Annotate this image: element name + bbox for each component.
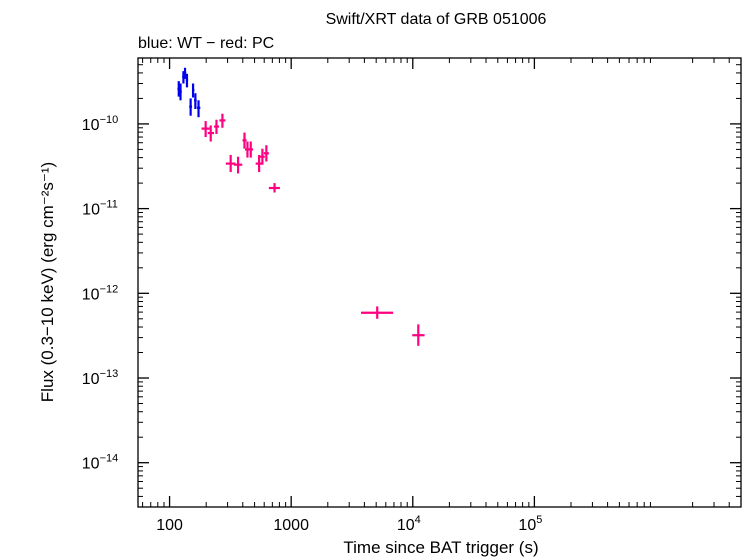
data-point-wt [185,73,189,88]
data-point-pc [360,306,394,319]
x-tick-label: 1000 [273,517,309,534]
data-point-pc [412,324,425,346]
y-tick-label: 10−13 [82,368,118,388]
x-axis-label: Time since BAT trigger (s) [343,538,538,557]
data-point-wt [196,100,201,118]
data-point-pc [214,119,220,135]
data-point-wt [191,83,195,98]
plot-frame [137,57,742,508]
data-point-pc [207,125,215,142]
chart-subtitle: blue: WT − red: PC [138,35,274,52]
data-point-pc [268,183,280,193]
data-point-pc [263,145,269,162]
y-axis-label: Flux (0.3−10 keV) (erg cm⁻²s⁻¹) [38,162,57,402]
data-point-pc [242,132,247,149]
x-tick-label: 105 [518,514,542,534]
data-point-pc [219,113,226,128]
data-point-wt [179,83,182,101]
data-point-pc [225,154,236,173]
axes: 100 1000 104 105 10−10 10−11 10−12 10−13 10−14 [82,57,742,534]
data-point-wt [194,93,197,109]
y-tick-label: 10−12 [82,283,118,303]
x-tick-label: 100 [156,517,183,534]
data-point-pc [248,141,254,158]
y-tick-label: 10−10 [82,114,118,134]
y-tick-label: 10−11 [82,199,118,219]
data-point-wt [183,67,187,79]
data-point-pc [233,156,243,174]
data-point-pc [201,121,210,138]
data-points [177,67,425,346]
x-tick-label: 104 [397,514,421,534]
series-pc [201,113,425,346]
y-tick-label: 10−14 [82,453,118,473]
data-point-wt [189,98,193,116]
chart-title: Swift/XRT data of GRB 051006 [326,11,547,28]
series-wt [177,67,201,118]
data-point-pc [260,148,265,165]
